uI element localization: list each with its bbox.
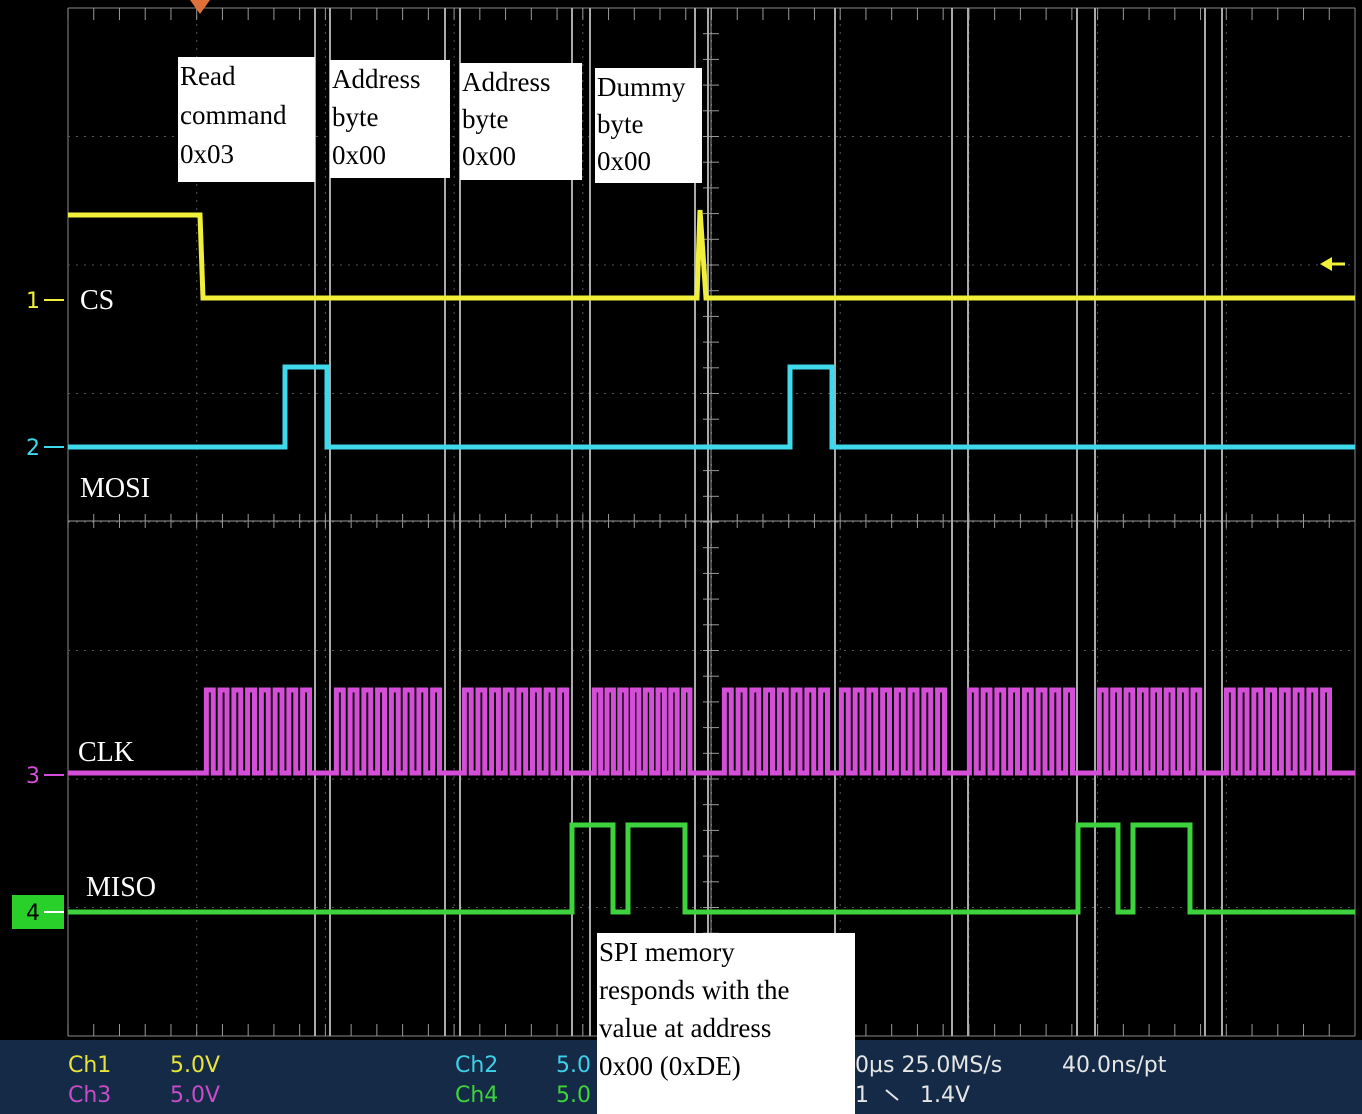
status-text: 40.0ns/pt [1062,1053,1167,1078]
channel-number: 1 [26,289,40,314]
channel-label: CLK [78,737,134,768]
channel-number: 3 [26,764,40,789]
annotation-text: 0x00 [332,140,386,170]
status-text: Ch1 [68,1053,111,1078]
oscilloscope-screen: 1 CS 2 MOSI 3 CLK 4 MISO Ch1 5.0V Ch3 5.0V Ch2 5.0 Ch4… [0,0,1362,1114]
annotation-text: Address [462,67,551,97]
annotation-text: 0x00 (0xDE) [599,1051,741,1081]
channel-label: CS [80,285,114,316]
status-text: 5.0V [170,1053,220,1078]
annotation-text: byte [462,104,509,134]
status-text: 5.0 [556,1083,591,1108]
annotation-text: SPI memory [599,937,735,967]
status-text: 5.0 [556,1053,591,1078]
annotation-text: Dummy [597,72,686,102]
channel-label: MOSI [80,473,150,504]
channel-number: 4 [26,901,40,926]
status-text: 1.4V [920,1083,970,1108]
annotation-text: byte [597,109,644,139]
annotation-text: value at address [599,1013,771,1043]
status-text: Ch3 [68,1083,111,1108]
channel-label: MISO [86,872,156,903]
status-text: Ch4 [455,1083,498,1108]
annotation-text: 0x00 [597,146,651,176]
status-text: 5.0V [170,1083,220,1108]
annotation-text: 0x03 [180,139,234,169]
annotation-text: responds with the [599,975,789,1005]
annotation-text: byte [332,102,379,132]
status-text: 1 [855,1083,869,1108]
annotation-text: Read [180,61,236,91]
status-text: Ch2 [455,1053,498,1078]
channel-number: 2 [26,436,40,461]
annotation-text: 0x00 [462,141,516,171]
annotation-text: command [180,100,287,130]
annotation-text: Address [332,64,421,94]
status-text: 0µs 25.0MS/s [855,1053,1002,1078]
